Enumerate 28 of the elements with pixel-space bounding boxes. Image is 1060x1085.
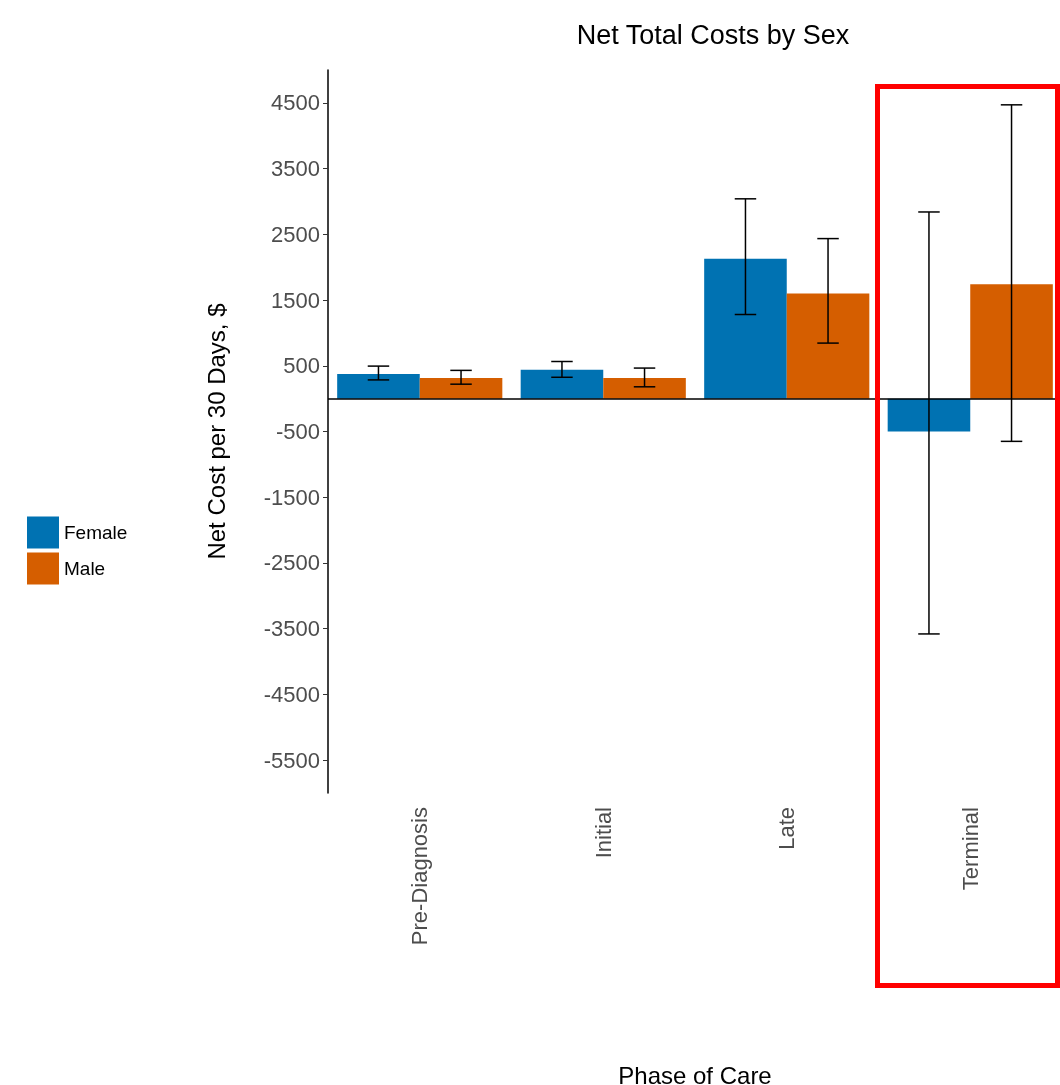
legend-label: Male xyxy=(64,558,106,579)
y-tick-label: -4500 xyxy=(263,681,320,707)
y-tick-label: -5500 xyxy=(263,747,320,773)
x-tick-label: Initial xyxy=(590,807,616,859)
y-tick-label: 500 xyxy=(283,353,320,379)
y-tick-label: -1500 xyxy=(263,484,320,510)
bar xyxy=(970,284,1053,399)
y-tick-label: -3500 xyxy=(263,616,320,642)
bar xyxy=(704,258,787,399)
x-tick-label: Terminal xyxy=(957,807,983,891)
bar xyxy=(887,398,971,432)
y-tick-label: -2500 xyxy=(263,550,320,576)
bar xyxy=(337,373,420,399)
chart-title: Net Total Costs by Sex xyxy=(576,19,850,50)
y-tick-label: -500 xyxy=(275,419,320,444)
x-axis-title: Phase of Care xyxy=(618,1061,772,1085)
x-tick-label: Late xyxy=(774,807,800,850)
bar xyxy=(419,377,503,399)
y-axis-title: Net Cost per 30 Days, $ xyxy=(202,303,230,560)
bar xyxy=(520,369,604,399)
y-tick-label: 4500 xyxy=(271,90,320,116)
x-tick-label: Pre-Diagnosis xyxy=(407,807,433,946)
bar xyxy=(603,377,686,399)
y-tick-label: 2500 xyxy=(271,221,320,247)
legend-label: Female xyxy=(64,522,128,543)
bar xyxy=(786,293,870,399)
y-tick-label: 3500 xyxy=(271,156,320,182)
y-tick-label: 1500 xyxy=(271,287,320,313)
